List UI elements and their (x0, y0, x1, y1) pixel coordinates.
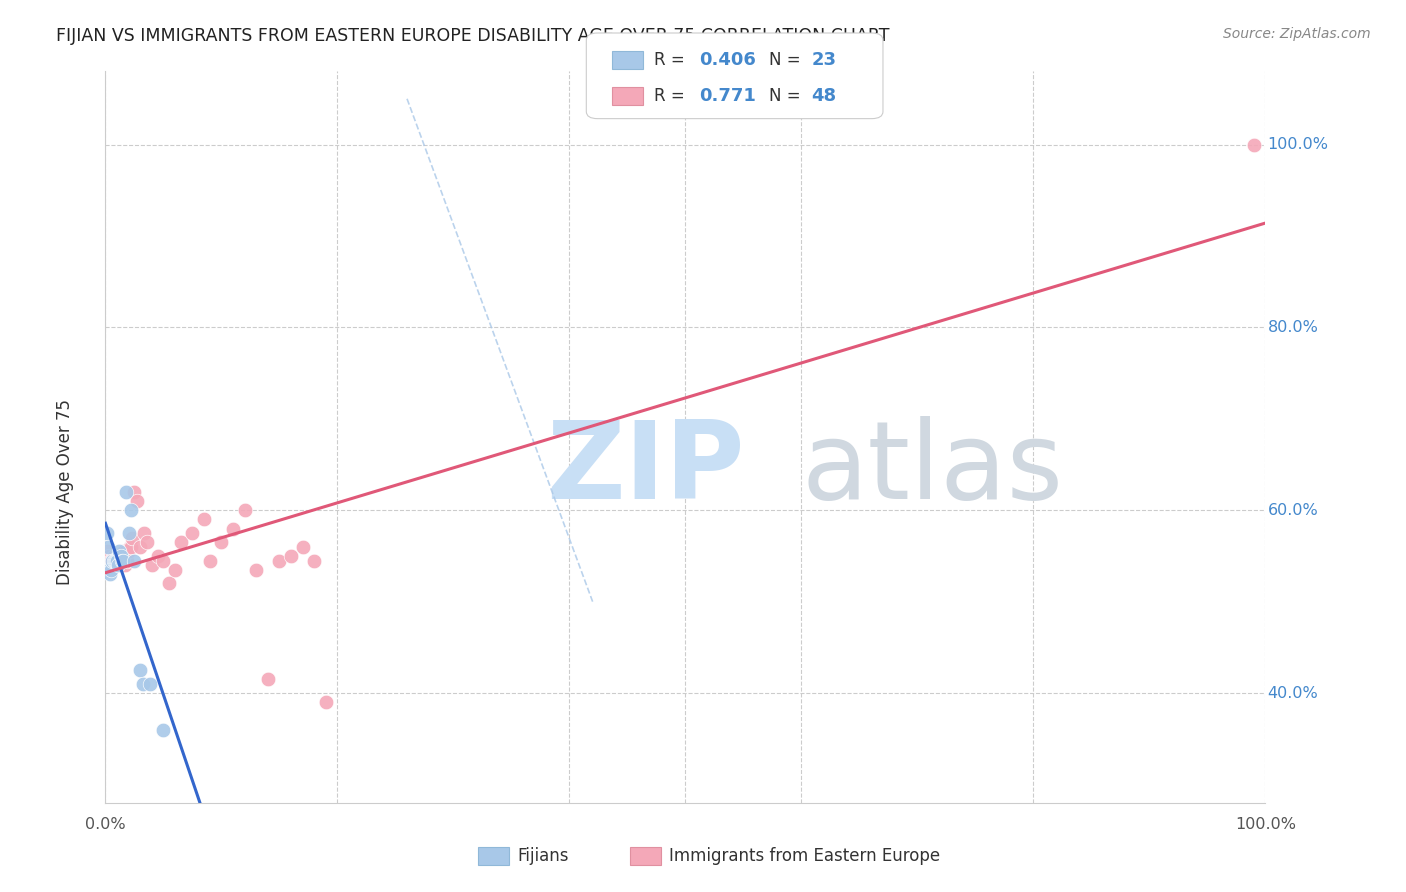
Point (222, 521, 245, 535)
Point (129, 663, 152, 677)
Point (198, 553, 221, 567)
Point (108, 549, 131, 563)
Text: 100.0%: 100.0% (1268, 137, 1329, 152)
Text: Fijians: Fijians (517, 847, 569, 865)
Point (101, 553, 124, 567)
Point (103, 549, 125, 563)
Point (105, 553, 128, 567)
Point (120, 503, 142, 517)
Text: R =: R = (654, 51, 690, 69)
Text: Immigrants from Eastern Europe: Immigrants from Eastern Europe (669, 847, 941, 865)
Point (111, 553, 134, 567)
Point (118, 544, 141, 558)
Point (97, 553, 120, 567)
Point (104, 553, 127, 567)
Point (112, 544, 135, 558)
Text: N =: N = (769, 87, 806, 104)
Point (104, 553, 127, 567)
Text: 80.0%: 80.0% (1268, 320, 1319, 334)
Point (97, 549, 120, 563)
Point (118, 526, 141, 541)
Point (257, 673, 280, 687)
Text: 23: 23 (811, 51, 837, 69)
Point (104, 553, 127, 567)
Point (280, 549, 302, 563)
Point (104, 553, 127, 567)
Point (120, 540, 142, 554)
Point (125, 494, 148, 508)
Point (115, 485, 138, 500)
Point (98, 567, 121, 582)
Text: Disability Age Over 75: Disability Age Over 75 (56, 399, 75, 585)
Point (110, 549, 132, 563)
Text: 60.0%: 60.0% (1268, 503, 1319, 517)
Point (97, 540, 120, 554)
Point (124, 553, 146, 567)
Point (141, 558, 163, 573)
Point (111, 553, 134, 567)
Point (111, 553, 134, 567)
Point (108, 544, 131, 558)
Text: ZIP: ZIP (546, 416, 745, 522)
Point (101, 553, 124, 567)
Point (115, 544, 138, 558)
Point (103, 553, 125, 567)
Point (136, 535, 159, 549)
Point (138, 677, 160, 691)
Point (124, 485, 146, 500)
Text: 100.0%: 100.0% (1234, 816, 1296, 831)
Point (100, 563, 122, 577)
Point (1243, 137, 1265, 152)
Point (146, 549, 169, 563)
Text: 0.771: 0.771 (699, 87, 755, 104)
Point (111, 553, 134, 567)
Point (97, 563, 120, 577)
Point (98, 553, 121, 567)
Point (304, 553, 326, 567)
Text: atlas: atlas (801, 416, 1063, 522)
Point (193, 512, 215, 526)
Text: 48: 48 (811, 87, 837, 104)
Point (110, 549, 132, 563)
Point (96, 544, 118, 558)
Point (129, 540, 152, 554)
Text: N =: N = (769, 51, 806, 69)
Point (269, 553, 291, 567)
Point (118, 540, 141, 554)
Point (107, 549, 129, 563)
Point (157, 576, 180, 591)
Point (132, 526, 155, 541)
Point (96, 526, 118, 541)
Text: 40.0%: 40.0% (1268, 686, 1319, 700)
Point (131, 677, 153, 691)
Point (170, 535, 193, 549)
Point (181, 526, 204, 541)
Point (152, 723, 174, 737)
Point (107, 558, 129, 573)
Point (163, 563, 186, 577)
Text: FIJIAN VS IMMIGRANTS FROM EASTERN EUROPE DISABILITY AGE OVER 75 CORRELATION CHAR: FIJIAN VS IMMIGRANTS FROM EASTERN EUROPE… (56, 27, 890, 45)
Point (100, 553, 122, 567)
Point (121, 531, 143, 545)
Point (233, 503, 256, 517)
Point (152, 553, 174, 567)
Point (211, 535, 233, 549)
Text: 0.0%: 0.0% (86, 816, 125, 831)
Point (315, 695, 337, 709)
Point (105, 553, 128, 567)
Text: 0.406: 0.406 (699, 51, 755, 69)
Text: R =: R = (654, 87, 695, 104)
Point (117, 553, 139, 567)
Point (114, 558, 136, 573)
Point (245, 563, 267, 577)
Point (291, 540, 314, 554)
Text: Source: ZipAtlas.com: Source: ZipAtlas.com (1223, 27, 1371, 41)
